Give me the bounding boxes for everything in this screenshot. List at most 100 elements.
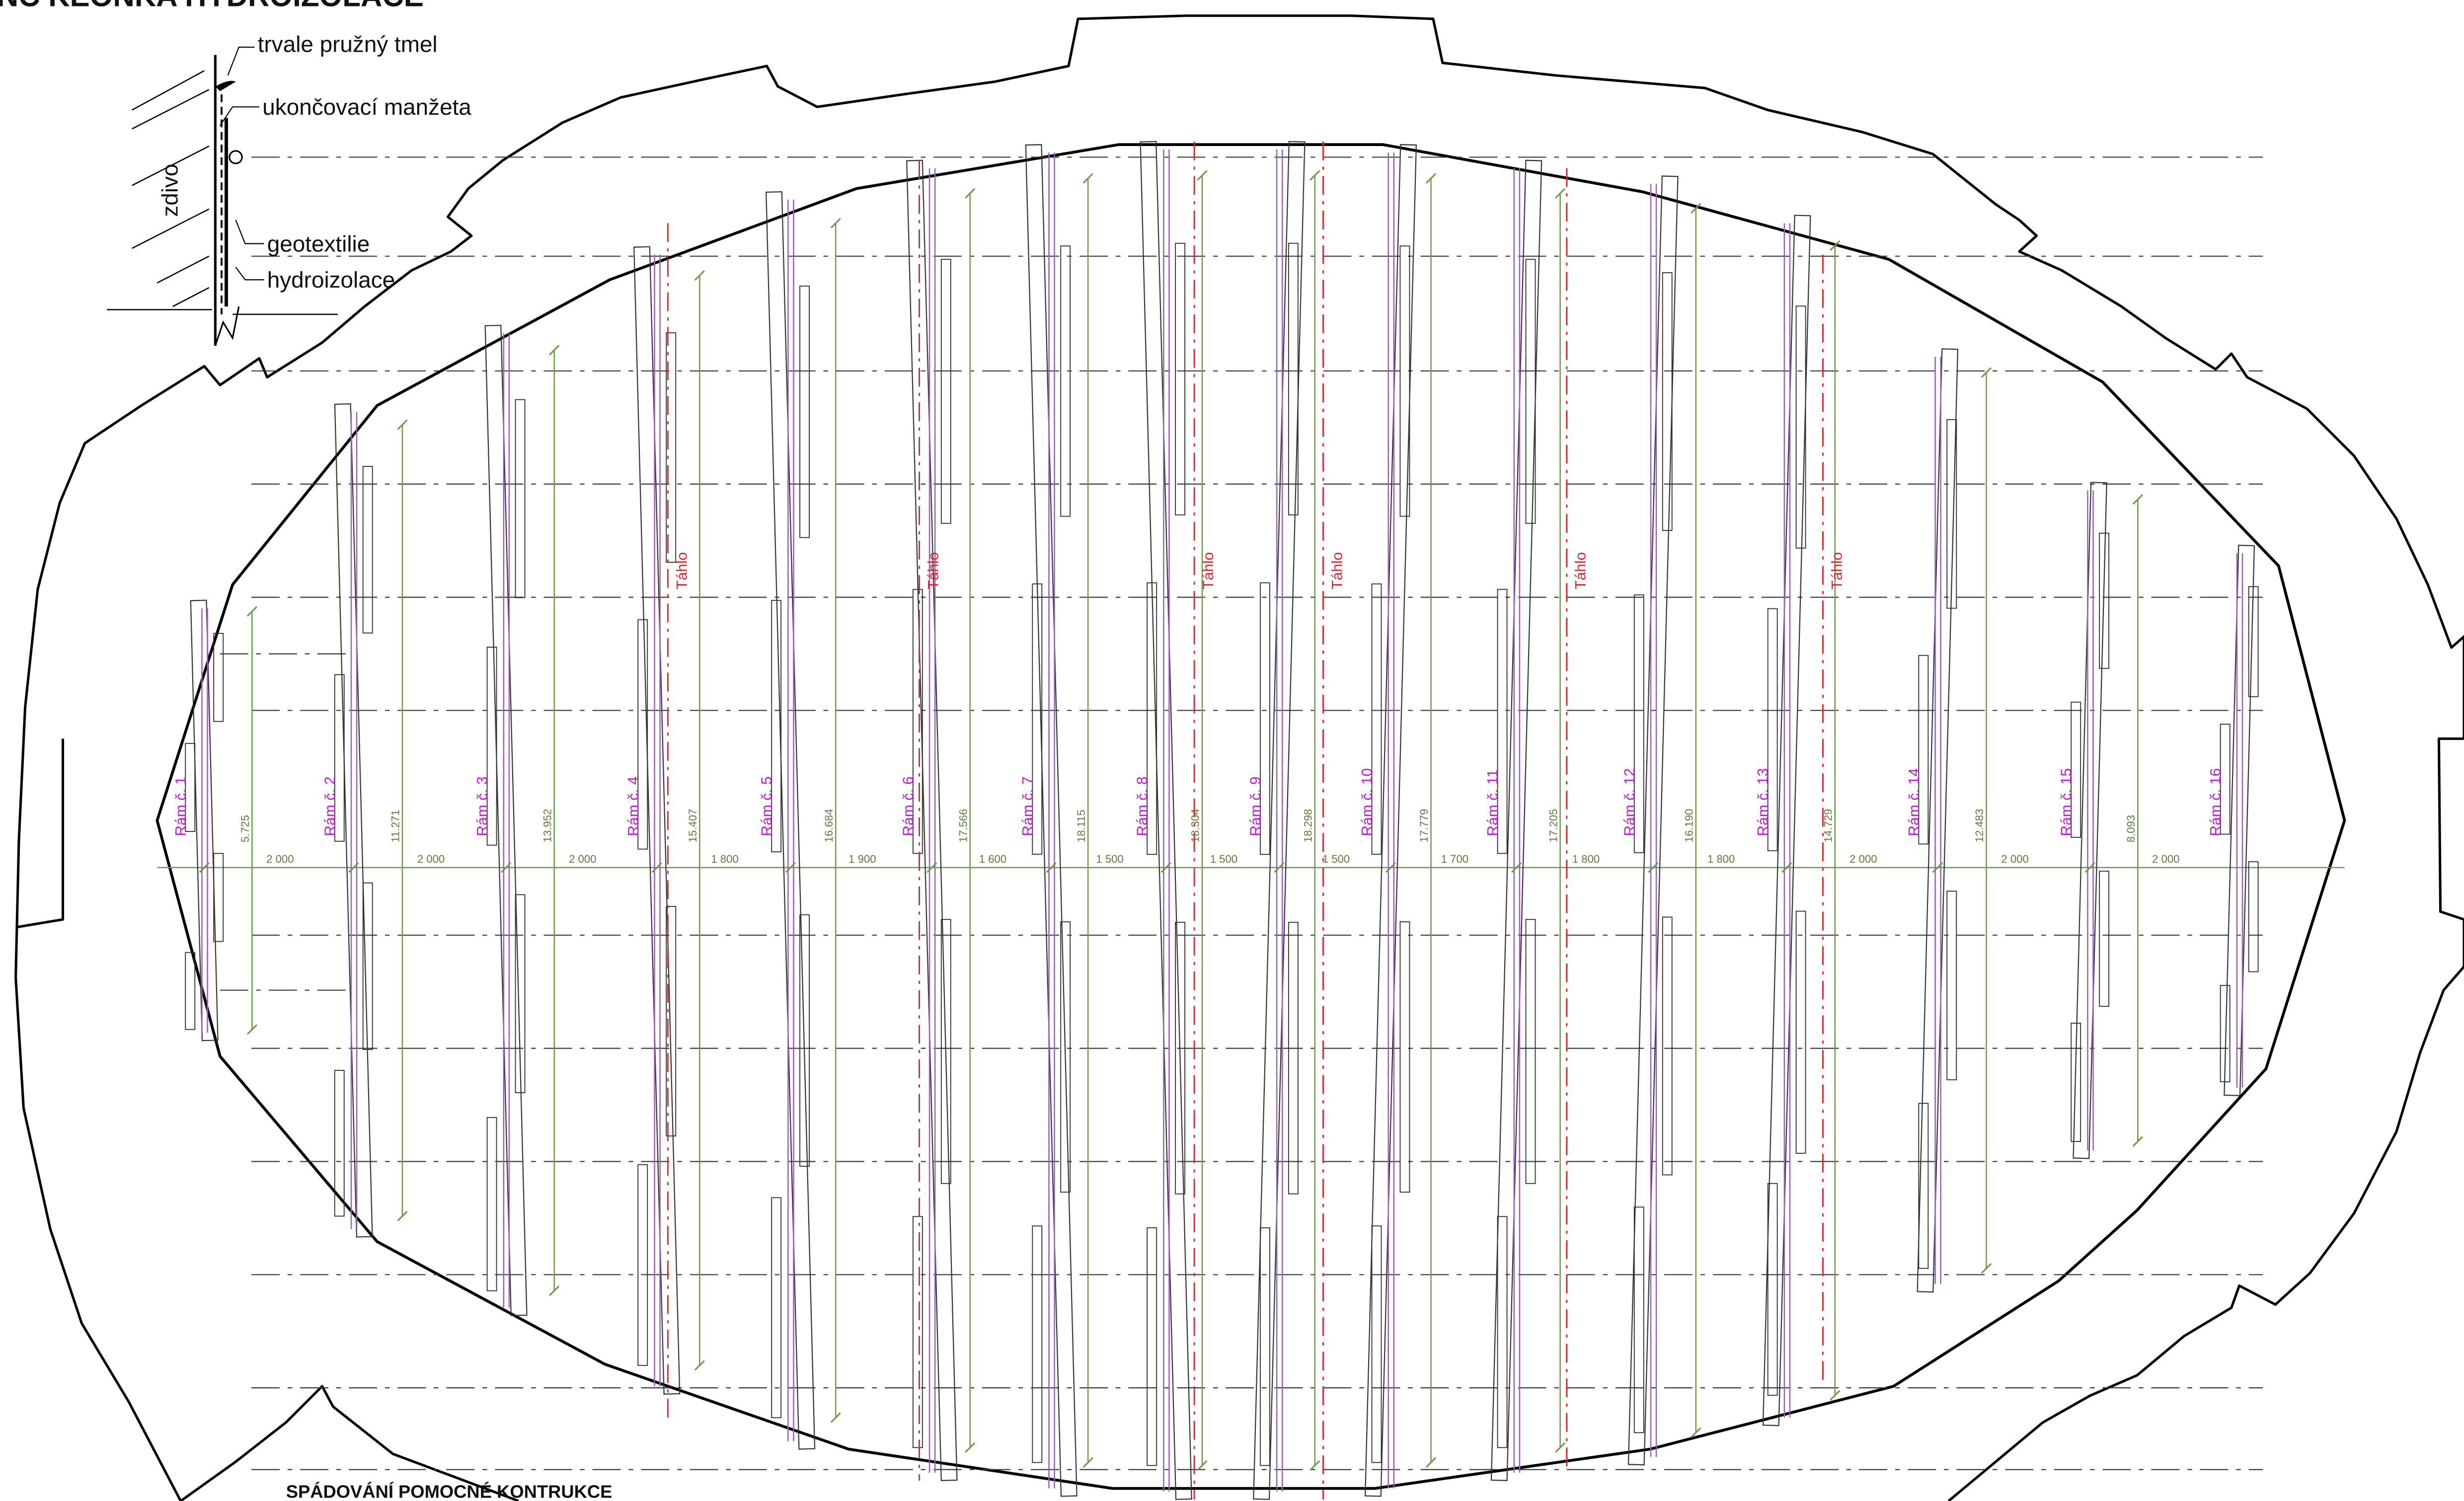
- span-label: 17.566: [957, 809, 969, 842]
- frame-label: Rám č. 4: [625, 776, 641, 836]
- frame-post: [2220, 985, 2231, 1082]
- frame-post: [1497, 589, 1508, 854]
- spacing-label: 1 500: [1322, 853, 1350, 865]
- frame-post: [1767, 608, 1778, 851]
- frame-post: [362, 882, 373, 1050]
- dimension-tick: [1385, 862, 1396, 873]
- frame-beam: [906, 159, 958, 1481]
- frame-label: Rám č. 11: [1485, 769, 1501, 836]
- dimension-tick: [1511, 862, 1522, 873]
- frame-beam: [1253, 141, 1306, 1500]
- tahlo-group: Táhlo Táhlo Táhlo Táhlo Táhlo Táhlo: [667, 141, 1845, 1500]
- dimension-tick: [1981, 367, 1992, 378]
- frame-post: [1259, 582, 1270, 855]
- frame-post: [1633, 594, 1644, 853]
- detail-label-waterproofing: hydroizolace: [267, 267, 395, 293]
- frame-post: [185, 952, 196, 1030]
- dimension-tick: [1555, 1442, 1566, 1453]
- span-label: 8.093: [2125, 815, 2137, 842]
- frame-post: [1633, 1206, 1644, 1433]
- frame-label: Rám č. 14: [1906, 768, 1922, 836]
- frame-post: [940, 919, 951, 1184]
- frame-post: [515, 894, 526, 1093]
- dimension-tick: [549, 1285, 560, 1296]
- frame-post: [1371, 1225, 1382, 1463]
- dimension-tick: [1691, 1427, 1701, 1438]
- dimension-tick: [1425, 1457, 1437, 1468]
- detail-label-masonry: zdivo: [156, 164, 182, 217]
- frame-10: Rám č. 10: [1359, 144, 1417, 1497]
- frame-post: [1060, 921, 1071, 1193]
- tahlo-label: Táhlo: [1329, 552, 1345, 589]
- detail-label-sealant: trvale pružný tmel: [258, 31, 438, 57]
- frame-post: [185, 743, 196, 832]
- frame-4: Rám č. 4: [625, 246, 681, 1395]
- dimension-tick: [694, 270, 705, 281]
- outer-outline-left-notch: [15, 739, 65, 929]
- tahlo-label: Táhlo: [1829, 552, 1845, 589]
- frame-beam: [1025, 144, 1078, 1497]
- dimension-tick: [965, 1442, 976, 1453]
- frame-1: Rám č. 1: [172, 600, 224, 1042]
- frame-post: [1918, 1103, 1929, 1269]
- dimension-tick: [1160, 862, 1171, 873]
- frame-beam: [1364, 144, 1417, 1497]
- frame-post: [1399, 921, 1410, 1193]
- frame-post: [2248, 861, 2259, 973]
- frame-post: [799, 914, 810, 1167]
- frame-5: Rám č. 5: [759, 191, 816, 1450]
- dimension-tick: [830, 1412, 841, 1423]
- span-label: 18.115: [1075, 810, 1087, 842]
- frame-15: Rám č. 15: [2058, 482, 2110, 1159]
- dimensions-group: 5.725 11.271 13.952 15.407 16.684 17.566 18.11…: [199, 170, 2179, 1471]
- spacing-label: 1 700: [1441, 853, 1468, 865]
- spacing-label: 2 000: [266, 853, 294, 865]
- dimension-tick: [830, 218, 841, 228]
- span-label: 12.483: [1973, 809, 1986, 842]
- dimension-tick: [348, 862, 359, 873]
- frame-label: Rám č. 15: [2058, 768, 2075, 836]
- frame-beam: [190, 600, 219, 1042]
- dimension-tick: [651, 862, 662, 873]
- frame-beam: [1140, 141, 1192, 1500]
- spacing-label: 2 000: [2152, 853, 2179, 865]
- span-label: 18.304: [1189, 809, 1202, 842]
- spacing-label: 1 500: [1096, 853, 1123, 865]
- frame-post: [1767, 1183, 1778, 1396]
- frame-post: [799, 285, 810, 538]
- frame-post: [1946, 419, 1957, 609]
- frame-label: Rám č. 12: [1621, 768, 1638, 836]
- frame-label: Rám č. 16: [2208, 768, 2224, 836]
- frame-post: [2099, 870, 2110, 1007]
- frame-post: [334, 674, 345, 842]
- dimension-tick: [2132, 494, 2143, 505]
- dimension-tick: [246, 1024, 257, 1035]
- dimension-tick: [785, 862, 796, 873]
- frame-14: Rám č. 14: [1906, 348, 1959, 1293]
- frame-post: [637, 619, 648, 850]
- tahlo-label: Táhlo: [925, 552, 941, 589]
- frame-post: [1662, 272, 1673, 531]
- frame-post: [1175, 242, 1186, 516]
- top-title: NC KEONKA HYDROIZOLACE: [0, 0, 424, 13]
- spacing-label: 2 000: [417, 853, 445, 865]
- dimension-tick: [1830, 1390, 1841, 1401]
- dimension-tick: [1932, 862, 1943, 873]
- grid-lines: [220, 156, 2263, 1470]
- tahlo-label: Táhlo: [674, 552, 690, 589]
- frame-label: Rám č. 5: [759, 776, 775, 836]
- frame-label: Rám č. 10: [1359, 768, 1376, 836]
- tahlo-label: Táhlo: [1573, 552, 1589, 589]
- detail-section: trvale pružný tmel ukončovací manžeta zd…: [107, 31, 471, 346]
- frame-post: [1918, 655, 1929, 845]
- frame-post: [213, 853, 224, 942]
- span-label: 18.298: [1302, 809, 1314, 842]
- dimension-tick: [549, 345, 560, 356]
- span-label: 17.779: [1418, 809, 1430, 842]
- frame-post: [2248, 586, 2259, 697]
- spacing-label: 2 000: [569, 853, 596, 865]
- frame-post: [1147, 582, 1157, 855]
- frame-label: Rám č. 3: [474, 776, 491, 836]
- frame-post: [1399, 245, 1410, 517]
